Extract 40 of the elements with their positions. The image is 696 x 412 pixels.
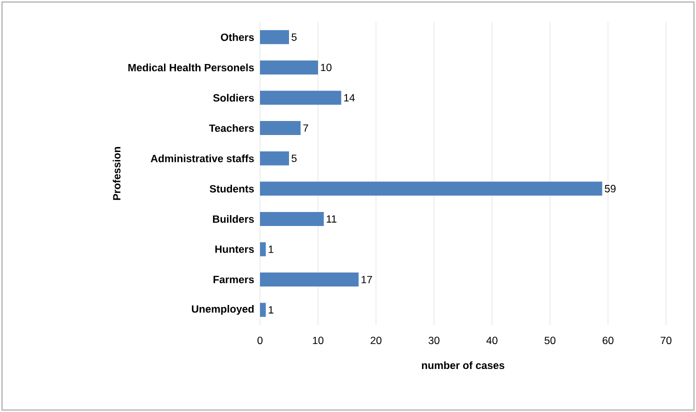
y-tick-label: Teachers	[209, 124, 254, 132]
bar	[260, 272, 359, 287]
y-tick-label: Administrative staffs	[150, 154, 254, 162]
x-tick-label: 20	[370, 336, 382, 344]
x-axis-title: number of cases	[422, 361, 504, 370]
data-label: 11	[326, 215, 336, 223]
x-tick-label: 10	[312, 336, 324, 344]
y-axis-title: Profession	[112, 147, 120, 200]
bar	[260, 242, 266, 256]
y-tick-label: Unemployed	[192, 304, 254, 315]
data-label: 5	[292, 33, 297, 41]
y-tick-label: Builders	[213, 215, 254, 223]
y-tick-label: Others	[220, 33, 254, 42]
bar	[260, 151, 290, 166]
bar	[260, 302, 266, 317]
y-tick-label: Soldiers	[213, 94, 254, 102]
data-label: 17	[362, 276, 372, 284]
bar	[260, 30, 290, 44]
bar	[260, 60, 318, 74]
y-tick-label: Farmers	[214, 276, 254, 284]
data-label: 59	[604, 184, 616, 192]
bar	[260, 212, 324, 226]
y-tick-label: Students	[210, 184, 254, 193]
data-label: 5	[292, 154, 297, 162]
data-label: 14	[344, 94, 355, 102]
y-tick-label: Medical Health Personels	[128, 64, 254, 72]
data-label: 10	[321, 64, 332, 72]
data-label: 1	[268, 246, 274, 253]
x-tick-label: 70	[660, 336, 672, 344]
data-label: 7	[303, 124, 308, 132]
x-tick-label: 40	[486, 336, 498, 344]
x-tick-label: 30	[428, 336, 440, 344]
x-tick-label: 50	[544, 336, 556, 344]
x-tick-label: 0	[257, 336, 263, 344]
bar	[260, 182, 602, 196]
bar	[260, 90, 342, 105]
bar	[260, 121, 301, 136]
y-tick-label: Hunters	[215, 246, 254, 253]
x-tick-label: 60	[602, 336, 614, 344]
data-label: 1	[268, 306, 274, 314]
